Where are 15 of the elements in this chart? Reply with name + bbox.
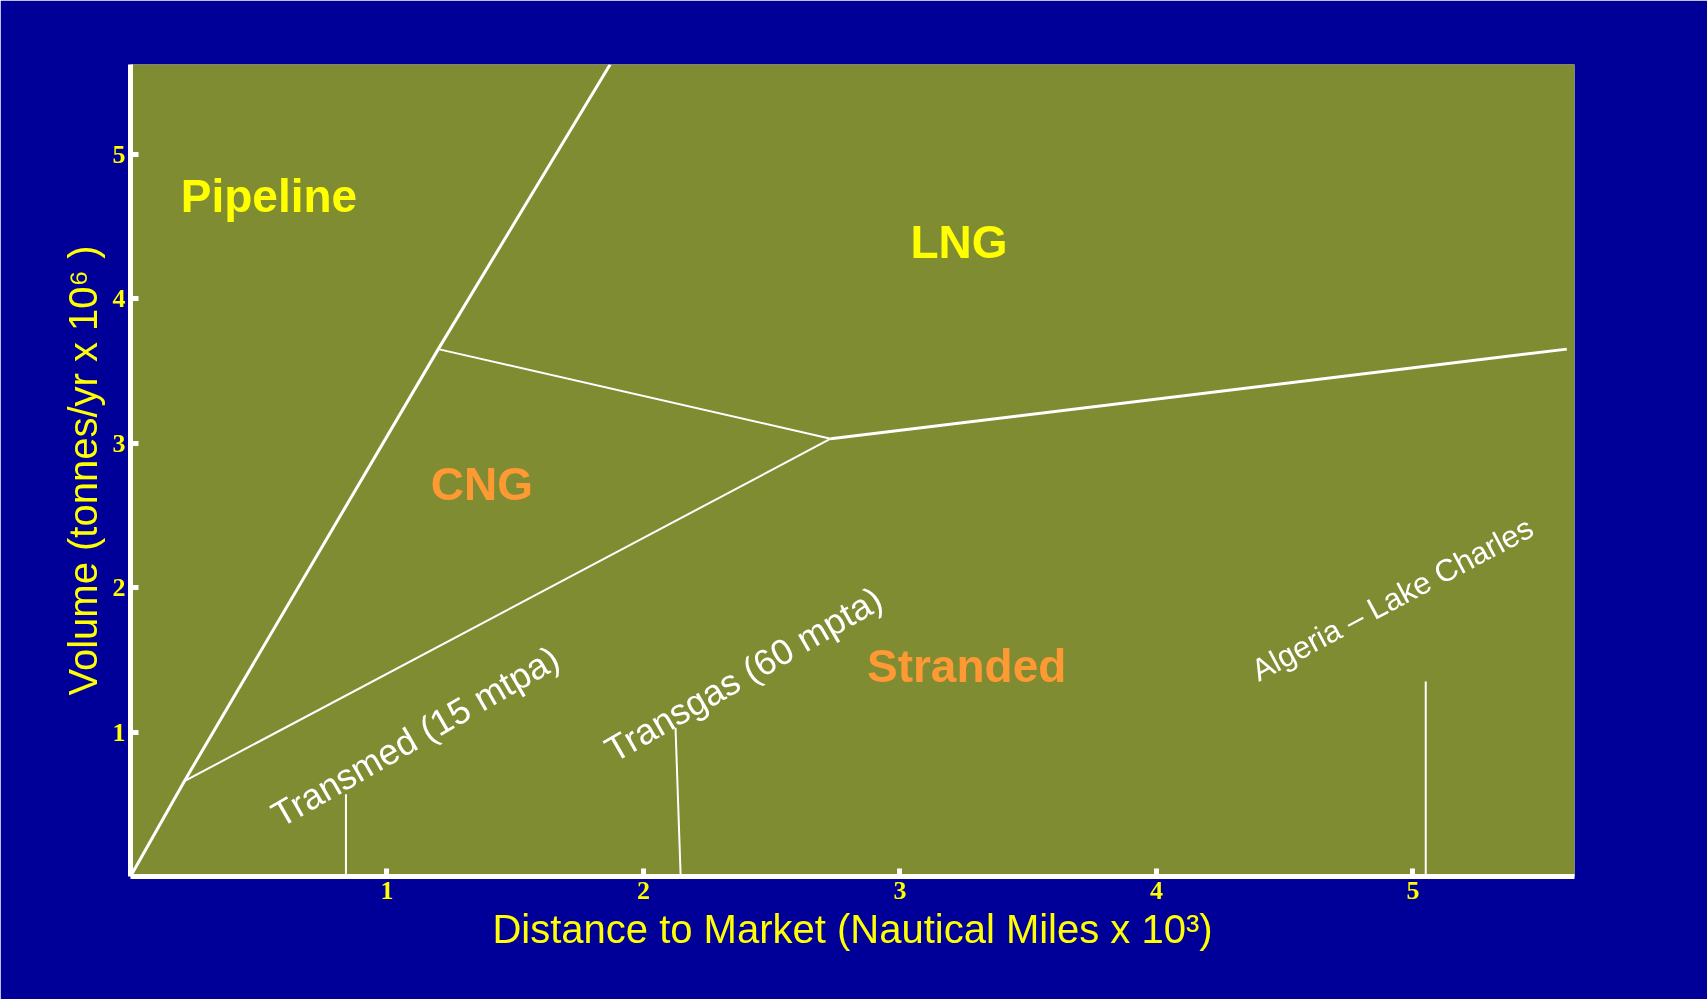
y-tick-label: 5 <box>112 139 126 169</box>
annotation: CNG <box>430 457 534 510</box>
x-axis-title: Distance to Market (Nautical Miles x 10³) <box>492 906 1213 951</box>
x-tick-label: 2 <box>636 875 650 905</box>
y-tick-label: 3 <box>112 428 126 458</box>
x-tick-label: 1 <box>380 875 394 905</box>
x-tick-label: 4 <box>1149 875 1163 905</box>
y-tick-label: 1 <box>112 717 126 747</box>
y-tick-label: 4 <box>112 284 126 314</box>
x-tick-label: 5 <box>1406 875 1420 905</box>
y-tick-label: 2 <box>112 573 126 603</box>
annotation: LNG <box>910 216 1008 269</box>
y-axis-title: Volume (tonnes/yr x 10⁶ ) <box>60 245 105 696</box>
x-tick-label: 3 <box>893 875 907 905</box>
annotation: Pipeline <box>180 169 358 222</box>
